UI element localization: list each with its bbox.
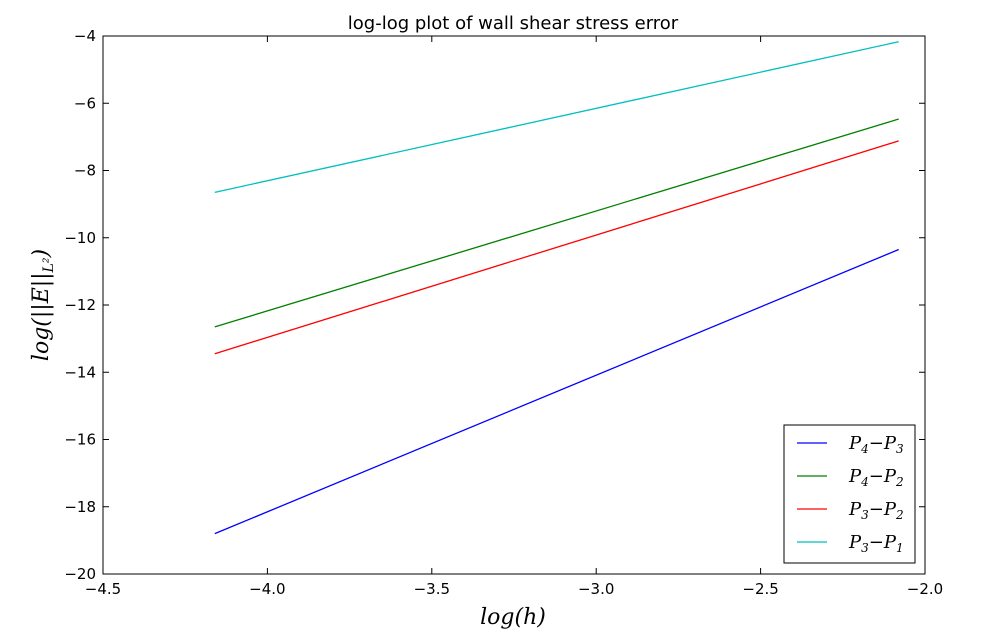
series-line-2 [214,118,899,328]
x-tick-label: −3.0 [578,580,614,598]
legend-label: P3−P2 [848,499,904,522]
y-tick-label: −20 [64,565,96,583]
legend-label: P3−P1 [848,532,904,555]
y-tick-label: −10 [64,229,96,247]
y-tick-label: −18 [64,498,96,516]
y-tick-label: −4 [74,27,96,45]
x-tick-label: −4.0 [249,580,285,598]
series-layer [214,41,899,535]
legend-label: P4−P3 [848,433,904,456]
series-line-3 [214,140,899,355]
y-tick-label: −16 [64,431,96,449]
legend: P4−P3 P4−P2 P3−P2 P3−P1 [783,424,916,564]
y-tick-label: −12 [64,296,96,314]
y-tick-label: −8 [74,162,96,180]
series-line-4 [214,41,899,193]
x-axis-label: log(h) [480,605,546,630]
legend-box [783,424,916,564]
x-tick-label: −4.5 [85,580,121,598]
y-tick-label: −14 [64,363,96,381]
chart-title: log-log plot of wall shear stress error [348,13,679,34]
series-line-1 [214,248,899,535]
y-tick-label: −6 [74,94,96,112]
tick-layer: −4.5 −4.0 −3.5 −3.0 −2.5 −2.0 −20 −18 −16 −14 −12 −… [64,27,943,598]
x-tick-label: −3.5 [414,580,450,598]
legend-label: P4−P2 [848,466,904,489]
y-axis-label: log(||E||L²) [29,249,57,361]
x-tick-label: −2.0 [907,580,943,598]
x-tick-label: −2.5 [742,580,778,598]
